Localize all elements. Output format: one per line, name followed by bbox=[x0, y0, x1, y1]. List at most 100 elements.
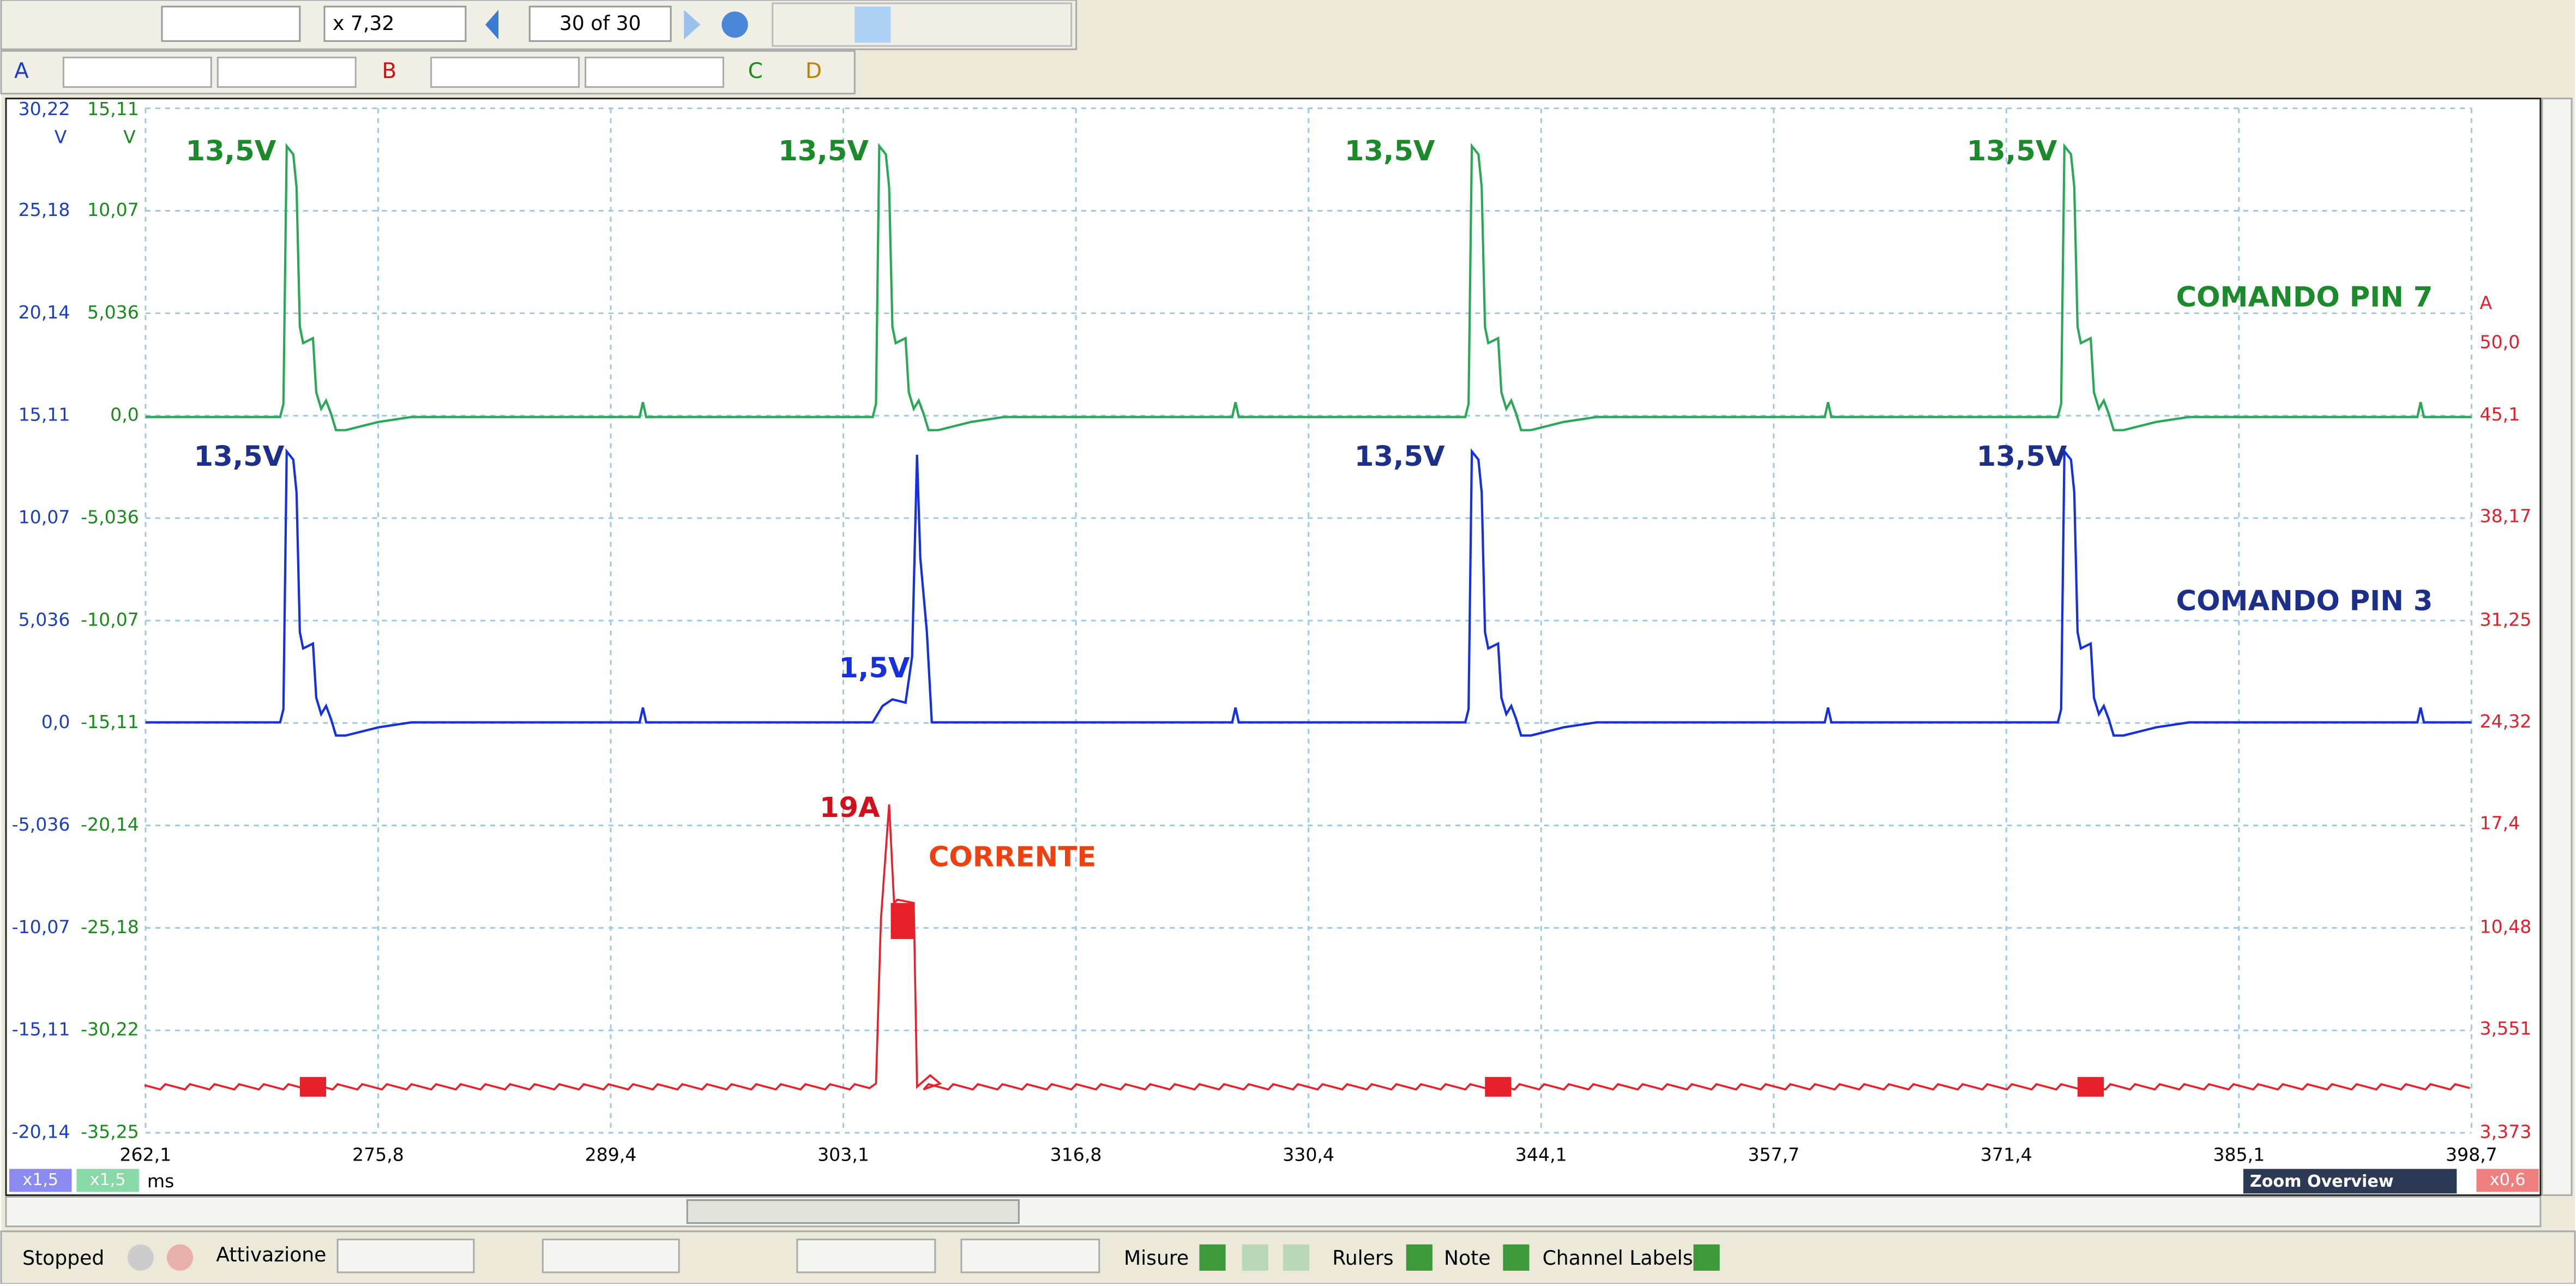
trigger-pos[interactable] bbox=[960, 1239, 1100, 1273]
blue-trace bbox=[145, 448, 2472, 737]
blue-tick-label: -5,036 bbox=[12, 814, 70, 835]
h-scrollbar[interactable] bbox=[5, 1195, 2542, 1228]
red-tick-label: 50,0 bbox=[2479, 332, 2520, 353]
x-tick-label: 262,1 bbox=[119, 1144, 171, 1165]
zoom-overview-text: Zoom Overview bbox=[2250, 1172, 2394, 1191]
red-tick-label: 31,25 bbox=[2479, 609, 2531, 630]
blue-small: 1,5V bbox=[839, 652, 910, 684]
blue-tick-label: 25,18 bbox=[19, 199, 70, 220]
dropdown[interactable] bbox=[161, 5, 301, 42]
stop-button[interactable] bbox=[167, 1244, 194, 1271]
red-burst bbox=[2077, 1077, 2104, 1097]
trigger-mode[interactable] bbox=[541, 1239, 680, 1273]
range-select[interactable] bbox=[62, 56, 212, 88]
blue-peak: 13,5V bbox=[194, 441, 285, 473]
blue-tick-label: -20,14 bbox=[12, 1121, 70, 1143]
remove-measure[interactable] bbox=[1242, 1244, 1268, 1271]
blue-tick-label: -10,07 bbox=[12, 916, 70, 938]
green-tick-label: 5,036 bbox=[87, 302, 139, 323]
green-tick-label: -25,18 bbox=[81, 916, 139, 938]
rulers: Rulers bbox=[1332, 1246, 1393, 1270]
v-scrollbar[interactable] bbox=[2541, 98, 2573, 1196]
x-tick-label: 371,4 bbox=[1981, 1144, 2032, 1165]
plot-frame bbox=[5, 98, 2542, 1196]
x-tick-label: 330,4 bbox=[1283, 1144, 1334, 1165]
zoom-text: x 7,32 bbox=[333, 11, 394, 35]
blue-peak: 13,5V bbox=[1977, 441, 2067, 473]
blue-top: 30,22 bbox=[19, 98, 70, 119]
trigger-level[interactable] bbox=[796, 1239, 936, 1273]
coupling-select[interactable] bbox=[585, 56, 724, 88]
scale-text: x0,6 bbox=[2490, 1170, 2526, 1189]
channel-button[interactable]: D bbox=[805, 59, 822, 83]
buffer-text: 30 of 30 bbox=[559, 11, 641, 35]
blue-label: COMANDO PIN 3 bbox=[2176, 585, 2433, 617]
red-burst bbox=[890, 903, 914, 939]
blue-tick-label: 10,07 bbox=[19, 507, 70, 528]
green-tick-label: -20,14 bbox=[81, 814, 139, 835]
green-tick-label: -5,036 bbox=[81, 507, 139, 528]
next-button[interactable] bbox=[684, 10, 701, 40]
scale-text: x1,5 bbox=[90, 1170, 126, 1189]
scale-chip[interactable] bbox=[2476, 1169, 2539, 1192]
green-label: COMANDO PIN 7 bbox=[2176, 281, 2433, 314]
channel-button[interactable]: C bbox=[748, 59, 763, 83]
red-label: CORRENTE bbox=[929, 841, 1096, 873]
first-button[interactable] bbox=[485, 10, 499, 40]
labels-toggle[interactable] bbox=[1693, 1244, 1720, 1271]
x-tick-label: 398,7 bbox=[2446, 1144, 2497, 1165]
channel-labels: Channel Labels bbox=[1543, 1246, 1693, 1270]
red-tick-label: 17,4 bbox=[2479, 813, 2520, 834]
zoom-box[interactable] bbox=[323, 5, 467, 42]
red-burst bbox=[299, 1077, 327, 1097]
blue-peak: 13,5V bbox=[1355, 441, 1445, 473]
run-button[interactable] bbox=[127, 1244, 154, 1271]
notes: Note bbox=[1444, 1246, 1490, 1270]
green-peak: 13,5V bbox=[778, 135, 869, 167]
zoom-tool[interactable] bbox=[854, 7, 891, 43]
blue-tick-label: 5,036 bbox=[19, 609, 70, 630]
x-tick-label: 289,4 bbox=[585, 1144, 637, 1165]
compass-button[interactable] bbox=[721, 11, 748, 38]
red-tick-label: 3,551 bbox=[2479, 1018, 2531, 1039]
notes-toggle[interactable] bbox=[1503, 1244, 1530, 1271]
x-tick-label: 275,8 bbox=[352, 1144, 404, 1165]
rulers-toggle[interactable] bbox=[1406, 1244, 1433, 1271]
red-peak: 19A bbox=[820, 792, 880, 824]
green-peak: 13,5V bbox=[1345, 135, 1435, 167]
zoom-overview[interactable] bbox=[2243, 1169, 2457, 1194]
scale-chip[interactable] bbox=[76, 1169, 139, 1192]
scale-text: x1,5 bbox=[22, 1170, 58, 1189]
green-trace bbox=[145, 142, 2472, 431]
blue-tick-label: -15,11 bbox=[12, 1019, 70, 1040]
channel-button[interactable]: A bbox=[14, 59, 29, 83]
buffer-box[interactable] bbox=[528, 5, 672, 42]
scroll-thumb[interactable] bbox=[686, 1199, 1020, 1224]
blue-unit: V bbox=[55, 126, 67, 147]
green-tick-label: -35,25 bbox=[81, 1121, 139, 1143]
add-measure[interactable] bbox=[1199, 1244, 1226, 1271]
range-select[interactable] bbox=[430, 56, 580, 88]
x-unit: ms bbox=[147, 1170, 174, 1192]
green-peak: 13,5V bbox=[1967, 135, 2057, 167]
trigger-select[interactable] bbox=[336, 1239, 475, 1273]
green-tick-label: -10,07 bbox=[81, 609, 139, 630]
measures: Misure bbox=[1124, 1246, 1189, 1270]
trigger: Attivazione bbox=[216, 1243, 326, 1266]
x-tick-label: 344,1 bbox=[1515, 1144, 1567, 1165]
scale-chip[interactable] bbox=[9, 1169, 72, 1192]
red-tick-label: 45,1 bbox=[2479, 404, 2520, 425]
green-tick-label: 0,0 bbox=[110, 404, 139, 425]
green-peak: 13,5V bbox=[186, 135, 276, 167]
blue-tick-label: 15,11 bbox=[19, 404, 70, 425]
blue-tick-label: 20,14 bbox=[19, 302, 70, 323]
x-tick-label: 357,7 bbox=[1748, 1144, 1799, 1165]
red-tick-label: 38,17 bbox=[2479, 506, 2531, 527]
coupling-select[interactable] bbox=[216, 56, 357, 88]
green-tick-label: -15,11 bbox=[81, 711, 139, 732]
channel-button[interactable]: B bbox=[382, 59, 396, 83]
blue-tick-label: 0,0 bbox=[41, 711, 70, 732]
edit-measure[interactable] bbox=[1283, 1244, 1310, 1271]
